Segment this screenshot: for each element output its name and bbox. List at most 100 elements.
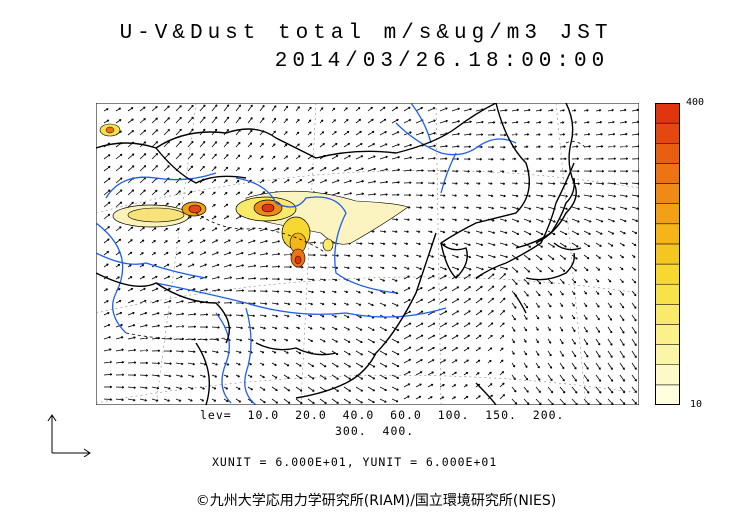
wind-arrow <box>331 155 339 160</box>
wind-arrow <box>511 362 516 368</box>
wind-arrow <box>511 108 519 112</box>
wind-arrow <box>127 251 133 256</box>
wind-arrow <box>271 265 281 268</box>
wind-arrow <box>391 230 398 233</box>
wind-arrow <box>595 374 602 382</box>
wind-arrow <box>379 362 388 368</box>
wind-arrow <box>559 121 565 124</box>
wind-arrow <box>547 374 553 382</box>
wind-arrow <box>343 386 352 392</box>
wind-arrow <box>547 169 555 173</box>
wind-arrow <box>127 287 134 292</box>
wind-arrow <box>211 116 218 124</box>
wind-arrow <box>367 180 377 184</box>
wind-arrow <box>403 156 413 160</box>
wind-arrow <box>451 334 459 340</box>
wind-arrow <box>559 254 567 260</box>
wind-arrow <box>403 371 411 376</box>
wind-arrow <box>283 374 290 379</box>
wind-arrow <box>343 107 348 112</box>
wind-arrow <box>391 398 399 403</box>
wind-arrow <box>583 121 590 124</box>
wind-arrow <box>103 385 113 389</box>
wind-arrow <box>511 374 516 380</box>
wind-arrow <box>583 302 588 308</box>
wind-arrow <box>595 206 604 211</box>
wind-arrow <box>259 326 266 330</box>
wind-arrow <box>523 266 531 273</box>
wind-arrow <box>619 169 629 173</box>
wind-arrow <box>391 168 401 172</box>
wind-arrow <box>595 278 600 283</box>
wind-arrow <box>511 338 515 344</box>
dust-colorbar <box>655 103 680 405</box>
wind-arrow <box>379 143 388 148</box>
wind-arrow <box>343 398 351 404</box>
wind-arrow <box>595 386 602 394</box>
wind-arrow <box>463 371 469 376</box>
wind-arrow <box>595 157 604 161</box>
wind-arrow <box>619 266 624 271</box>
wind-arrow <box>631 120 639 124</box>
wind-arrow <box>631 108 639 112</box>
wind-arrow <box>127 299 134 304</box>
wind-arrow <box>139 153 147 160</box>
wind-arrow <box>559 218 568 223</box>
wind-arrow <box>319 107 324 112</box>
wind-arrow <box>595 230 603 235</box>
wind-arrow <box>259 386 266 391</box>
colorbar-cell <box>655 384 680 405</box>
wind-arrow <box>235 154 241 160</box>
wind-arrow <box>235 104 242 112</box>
wind-arrow <box>223 362 230 366</box>
wind-arrow <box>307 167 314 172</box>
wind-arrow <box>403 254 409 258</box>
wind-arrow <box>343 179 352 184</box>
wind-arrow <box>247 104 253 112</box>
wind-arrow <box>547 398 554 405</box>
wind-arrow <box>583 169 592 173</box>
wind-arrow <box>223 276 233 280</box>
wind-arrow <box>283 278 292 281</box>
wind-arrow <box>487 383 493 388</box>
wind-arrow <box>271 350 277 354</box>
wind-arrow <box>259 179 265 184</box>
wind-arrow <box>139 239 145 244</box>
wind-arrow <box>547 338 552 344</box>
wind-arrow <box>103 238 110 244</box>
wind-arrow <box>451 218 458 222</box>
wind-arrow <box>559 266 566 272</box>
wind-arrow <box>391 193 400 197</box>
wind-arrow <box>307 241 316 244</box>
wind-arrow <box>547 278 553 285</box>
wind-arrow <box>331 314 337 318</box>
wind-arrow <box>571 157 580 161</box>
wind-arrow <box>583 290 588 295</box>
wind-arrow <box>619 132 628 136</box>
wind-arrow <box>115 263 121 268</box>
wind-arrow <box>547 157 555 161</box>
wind-arrow <box>223 191 228 196</box>
wind-arrow <box>271 374 278 379</box>
wind-arrow <box>583 157 592 161</box>
wind-arrow <box>403 106 411 112</box>
wind-arrow <box>187 386 194 390</box>
wind-arrow <box>331 167 339 172</box>
map-title-line1: U-V&Dust total m/s&ug/m3 JST <box>119 22 613 45</box>
wind-arrow <box>583 398 590 405</box>
wind-arrow <box>535 182 543 185</box>
wind-arrow <box>379 302 387 307</box>
wind-arrow <box>115 311 123 316</box>
wind-arrow <box>463 182 470 185</box>
wind-arrow <box>619 386 626 394</box>
wind-arrow <box>607 254 613 259</box>
wind-arrow <box>427 334 436 340</box>
wind-arrow <box>379 131 387 136</box>
wind-arrow <box>211 251 219 256</box>
wind-arrow <box>451 359 458 364</box>
wind-arrow <box>583 230 591 235</box>
wind-arrow <box>163 128 170 136</box>
wind-arrow <box>631 182 639 185</box>
wind-arrow <box>175 325 185 328</box>
wind-arrow <box>187 398 193 402</box>
